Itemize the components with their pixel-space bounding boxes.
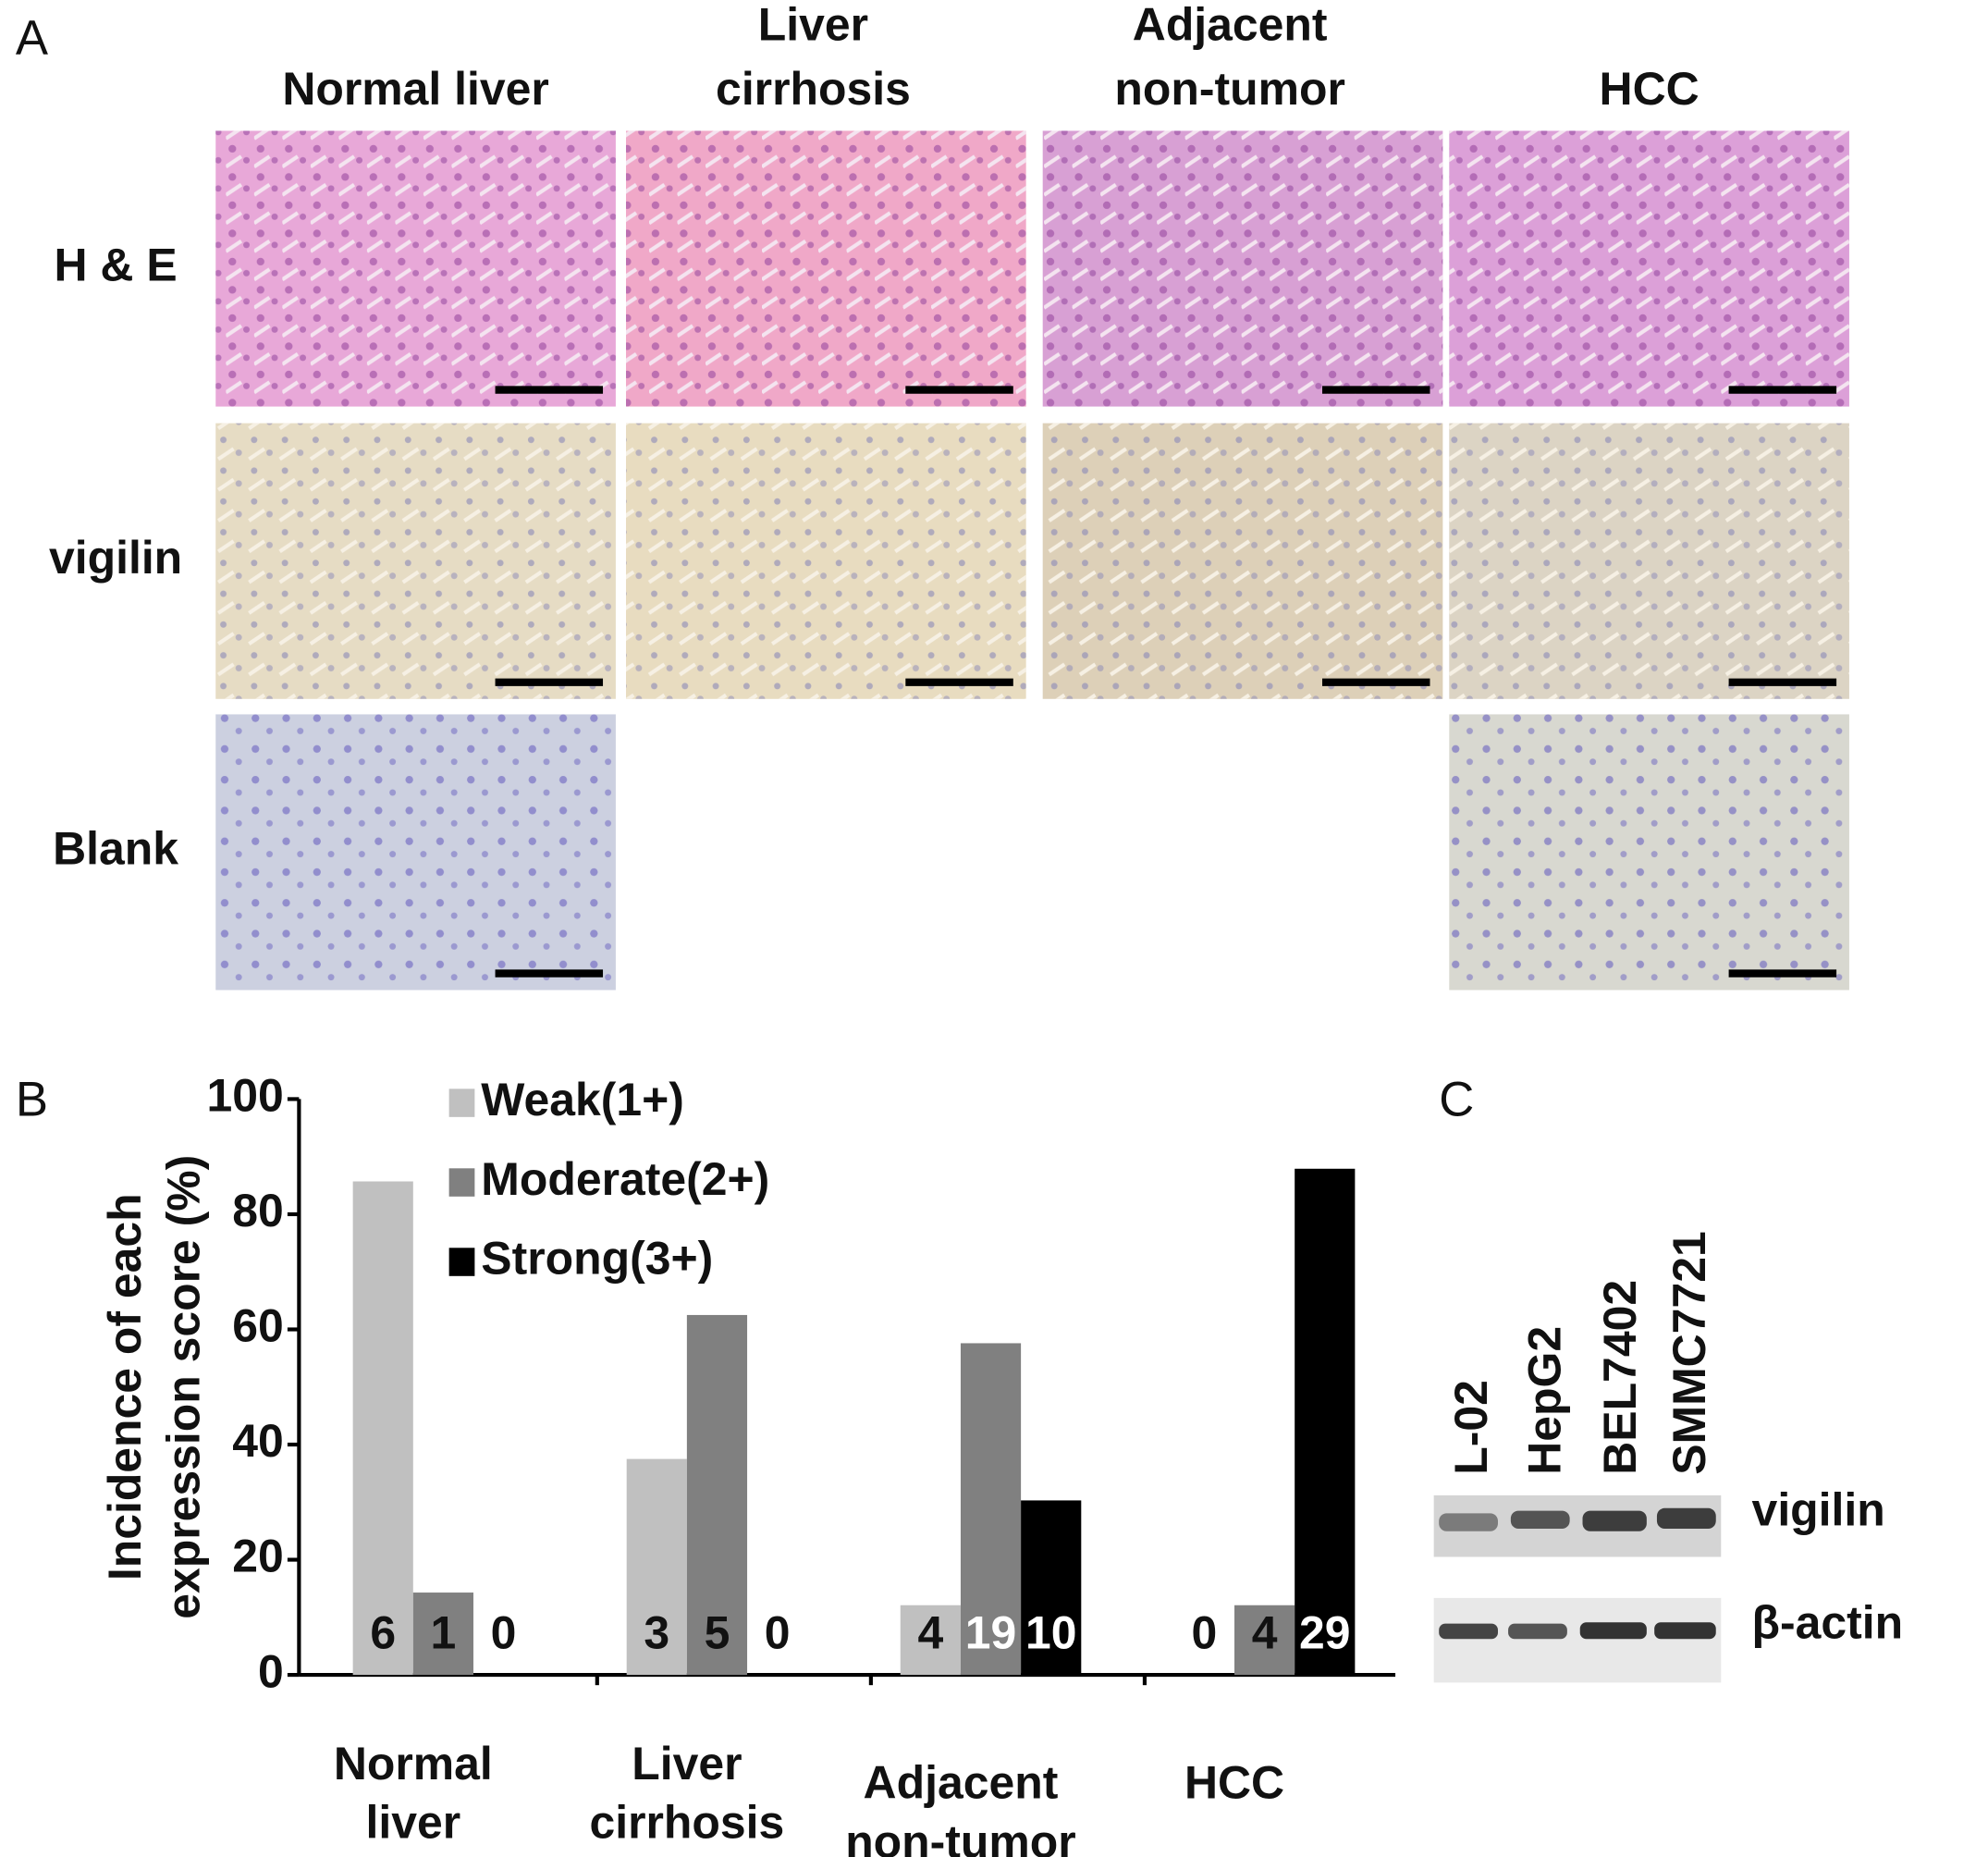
micrograph-texture — [215, 130, 616, 407]
y-tick-label: 60 — [232, 1300, 284, 1352]
micrograph-texture — [1449, 714, 1849, 990]
bar — [1021, 1500, 1082, 1676]
legend-label: Moderate(2+) — [481, 1153, 769, 1205]
count-label: 5 — [705, 1607, 730, 1659]
panel-letter: C — [1439, 1073, 1474, 1127]
bar — [900, 1605, 961, 1676]
bar — [412, 1593, 473, 1676]
row-label: H & E — [55, 240, 178, 291]
micrograph-texture — [1449, 130, 1849, 407]
y-tick-label: 0 — [258, 1645, 284, 1697]
column-header: Normal liver — [282, 63, 548, 115]
bar — [1295, 1168, 1356, 1676]
micrograph-texture — [626, 130, 1026, 407]
lane-label: BEL7402 — [1594, 1280, 1646, 1475]
bar — [626, 1458, 687, 1676]
legend-swatch — [448, 1168, 475, 1197]
row-label: Blank — [53, 823, 178, 875]
count-label: 10 — [1025, 1607, 1077, 1659]
micrograph-texture — [1449, 423, 1849, 699]
blot — [1433, 1597, 1722, 1683]
count-label: 3 — [644, 1607, 669, 1659]
lane-label: SMMC7721 — [1663, 1231, 1715, 1474]
panel-letter: B — [16, 1073, 48, 1127]
x-tick-label: Normal liver — [334, 1738, 493, 1849]
bar — [960, 1343, 1022, 1676]
count-label: 4 — [917, 1607, 943, 1659]
bar — [1234, 1605, 1295, 1676]
column-header: Liver cirrhosis — [716, 0, 911, 115]
lane-label: HepG2 — [1518, 1326, 1570, 1475]
micrograph-texture — [1042, 130, 1443, 407]
micrograph-texture — [626, 423, 1026, 699]
row-label: vigilin — [49, 532, 182, 584]
lane-label: L-02 — [1445, 1380, 1497, 1475]
count-label: 29 — [1299, 1607, 1351, 1659]
band-label: vigilin — [1752, 1484, 1885, 1536]
band-label: β-actin — [1752, 1597, 1904, 1649]
legend-swatch — [448, 1088, 475, 1117]
panel-letter: A — [16, 10, 49, 65]
bar — [686, 1314, 748, 1676]
blot-bands — [1439, 1507, 1716, 1640]
count-label: 0 — [765, 1607, 791, 1659]
column-header: Adjacent non-tumor — [1114, 0, 1344, 115]
column-header: HCC — [1600, 63, 1700, 115]
x-tick-label: HCC — [1184, 1757, 1284, 1809]
x-tick-label: Adjacent non-tumor — [845, 1757, 1075, 1857]
y-tick-label: 80 — [232, 1185, 284, 1236]
legend-label: Weak(1+) — [481, 1074, 684, 1125]
micrograph-texture — [1042, 423, 1443, 699]
legend-label: Strong(3+) — [481, 1233, 713, 1285]
bar — [352, 1181, 413, 1676]
y-tick-label: 20 — [232, 1531, 284, 1582]
y-tick-label: 40 — [232, 1415, 284, 1467]
count-label: 0 — [491, 1607, 517, 1659]
x-tick-label: Liver cirrhosis — [589, 1738, 784, 1849]
count-label: 6 — [370, 1607, 396, 1659]
y-tick-label: 100 — [206, 1070, 283, 1122]
count-label: 4 — [1252, 1607, 1278, 1659]
y-axis-label: Incidence of each expression score (%) — [99, 1155, 210, 1619]
count-label: 0 — [1192, 1607, 1218, 1659]
legend-swatch — [448, 1248, 475, 1276]
count-label: 1 — [431, 1607, 457, 1659]
count-label: 19 — [965, 1607, 1017, 1659]
micrograph-texture — [215, 714, 616, 990]
micrograph-texture — [215, 423, 616, 699]
